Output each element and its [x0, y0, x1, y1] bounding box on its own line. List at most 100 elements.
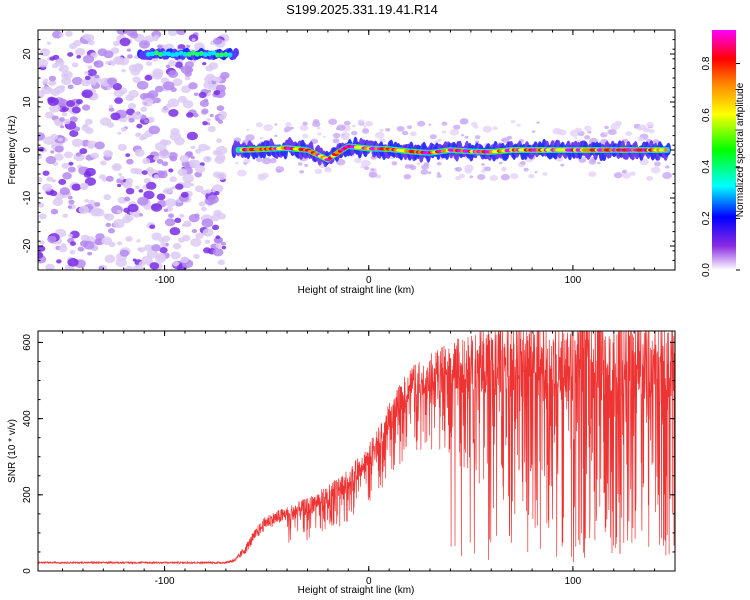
carrier-halo-blob [584, 125, 592, 131]
carrier-halo-blob [506, 135, 513, 140]
noise-blob [67, 195, 73, 200]
noise-blob [84, 71, 89, 75]
noise-blob [94, 74, 100, 79]
noise-blob [71, 76, 83, 86]
noise-blob [186, 44, 191, 48]
carrier-halo-blob [500, 173, 510, 181]
noise-blob [84, 177, 96, 186]
colorbar-tick-label: 0.4 [701, 159, 712, 173]
noise-blob [211, 80, 217, 85]
noise-blob [149, 262, 160, 270]
x-tick-label: -100 [155, 275, 175, 286]
noise-blob [82, 54, 95, 64]
carrier-halo-blob [646, 176, 654, 181]
noise-blob [50, 150, 55, 154]
noise-blob [167, 70, 179, 79]
noise-blob [93, 60, 104, 68]
noise-blob [38, 245, 46, 252]
carrier-halo-blob [536, 121, 540, 124]
noise-blob [212, 248, 224, 257]
noise-blob [125, 108, 135, 116]
carrier-halo-blob [297, 162, 303, 166]
colorbar-tick-label: 0.2 [701, 211, 712, 225]
carrier-halo-blob [587, 130, 592, 134]
noise-blob [113, 56, 125, 65]
x-tick-label: 100 [565, 275, 582, 286]
noise-blob [106, 122, 115, 128]
noise-blob [83, 123, 88, 128]
noise-blob [134, 149, 145, 157]
carrier-halo-blob [354, 157, 362, 164]
carrier-halo-blob [455, 167, 463, 172]
noise-blob [46, 176, 53, 182]
noise-blob [87, 251, 93, 256]
noise-blob [172, 78, 183, 87]
y-tick-label: 200 [22, 486, 33, 503]
carrier-halo-blob [361, 128, 370, 134]
noise-blob [176, 30, 186, 36]
noise-blob [154, 85, 164, 93]
noise-blob [82, 104, 91, 111]
upper-carrier-core [227, 52, 233, 58]
snr-frame [37, 330, 676, 572]
noise-blob [214, 191, 220, 196]
noise-blob [182, 173, 194, 183]
noise-blob [67, 258, 79, 267]
noise-blob [111, 205, 123, 215]
x-tick-label: 0 [366, 576, 372, 587]
noise-blob [61, 107, 67, 111]
noise-blob [83, 240, 95, 250]
noise-blob [202, 61, 207, 66]
carrier-halo-blob [608, 129, 617, 136]
noise-blob [87, 65, 93, 70]
noise-blob [88, 205, 94, 210]
noise-blob [156, 193, 166, 201]
upper-carrier-core [162, 51, 168, 57]
carrier-halo-blob [361, 159, 371, 167]
carrier-halo-blob [459, 118, 469, 125]
noise-blob [100, 160, 107, 166]
noise-blob [62, 172, 72, 180]
noise-blob [66, 100, 76, 108]
noise-blob [114, 97, 123, 104]
noise-blob [160, 242, 167, 247]
noise-blob [59, 187, 71, 196]
noise-blob [52, 30, 63, 39]
noise-blob [103, 194, 112, 201]
upper-carrier-core [182, 51, 188, 57]
upper-carrier-core [153, 50, 159, 56]
noise-blob [151, 244, 161, 252]
carrier-halo-blob [259, 136, 264, 140]
noise-blob [186, 112, 194, 118]
noise-blob [147, 90, 159, 99]
noise-blob [135, 264, 140, 269]
noise-blob [120, 127, 127, 132]
noise-blob [162, 81, 175, 91]
noise-blob [58, 178, 67, 185]
noise-blob [141, 97, 154, 107]
noise-blob [125, 153, 131, 158]
noise-blob [138, 261, 146, 267]
noise-blob [94, 141, 105, 150]
carrier-halo-blob [625, 131, 633, 137]
noise-blob [164, 218, 176, 227]
carrier-halo-blob [574, 137, 578, 140]
noise-blob [136, 80, 149, 90]
carrier-halo-blob [352, 124, 356, 128]
noise-blob [194, 185, 204, 193]
noise-blob [161, 107, 170, 114]
noise-blob [119, 249, 130, 257]
noise-blob [165, 198, 177, 207]
carrier-halo-blob [510, 120, 516, 124]
noise-blob [136, 123, 143, 129]
noise-blob [127, 54, 133, 59]
noise-blob [154, 142, 167, 152]
noise-blob [128, 117, 135, 123]
noise-blob [184, 75, 191, 81]
carrier-halo-blob [437, 138, 442, 142]
upper-carrier-core [174, 51, 180, 57]
noise-blob [61, 112, 68, 117]
noise-blob [203, 81, 214, 90]
noise-blob [143, 42, 148, 46]
noise-blob [131, 111, 142, 120]
